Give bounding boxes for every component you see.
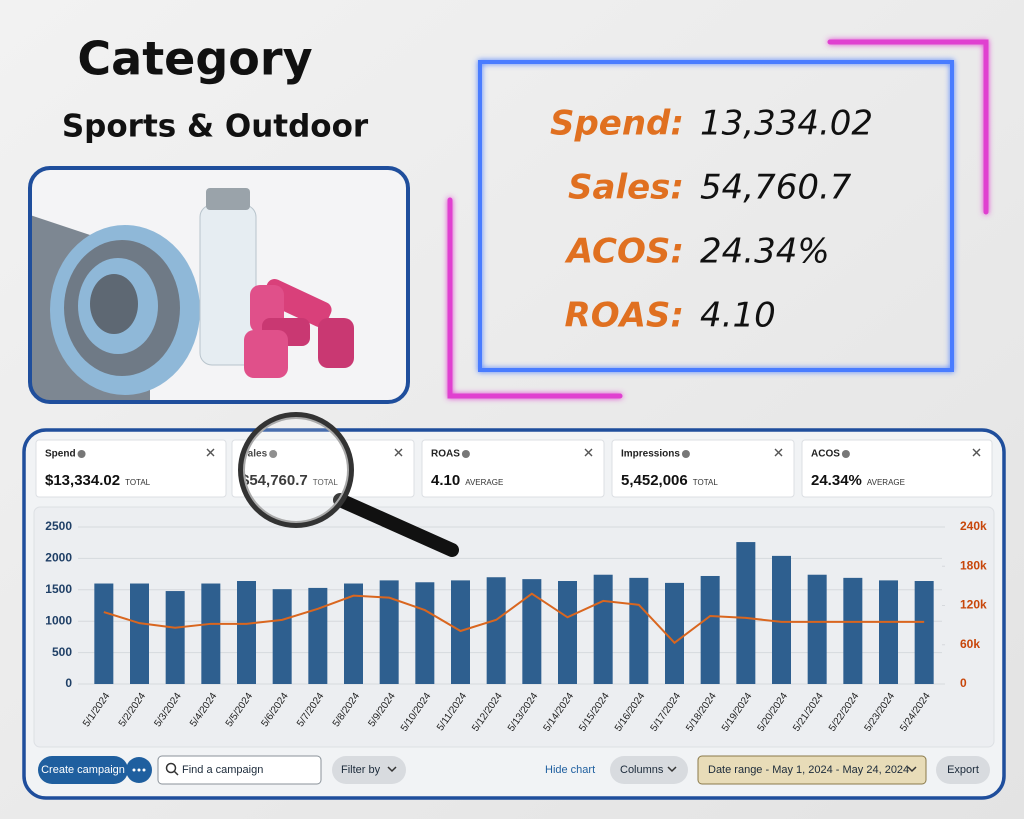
metric-value: 24.34% [700, 232, 830, 272]
y-tick-label: 500 [52, 645, 72, 659]
metric-card [611, 439, 795, 498]
subtitle: Sports & Outdoor [62, 109, 369, 145]
toolbar: Create campaign Find a campaign Filter b… [38, 755, 990, 785]
metrics: Spend: 13,334.02 Sales: 54,760.7 ACOS: 24.34%… [550, 104, 873, 336]
bar [736, 542, 756, 684]
date-range-label: Date range - May 1, 2024 - May 24, 2024 [708, 764, 909, 776]
bar [486, 577, 506, 684]
bar [629, 577, 649, 684]
metric-label: ROAS: [565, 296, 684, 336]
export-label: Export [947, 764, 979, 776]
create-campaign-button[interactable] [38, 756, 128, 784]
close-icon [774, 448, 783, 457]
card-value: 24.34% [811, 472, 862, 489]
hide-chart-link[interactable]: Hide chart [545, 764, 595, 776]
info-icon [681, 450, 690, 458]
bar [130, 583, 149, 684]
y-tick-label: 1000 [45, 613, 72, 627]
bar [94, 583, 114, 684]
card-value: $54,760.7 [241, 472, 308, 489]
bar [451, 580, 470, 684]
y2-tick-label: 120k [960, 598, 987, 612]
y-tick-label: 2000 [45, 551, 72, 565]
bar [237, 581, 256, 684]
bar [879, 580, 898, 684]
card-name: Impressions [621, 449, 680, 460]
magnifier-rim [243, 417, 349, 523]
info-icon [841, 450, 850, 458]
y2-tick-label: 0 [960, 676, 967, 690]
y-tick-label: 1500 [45, 582, 72, 596]
y2-tick-label: 240k [960, 519, 987, 533]
title: Category [77, 32, 312, 86]
card-note: TOTAL [313, 478, 339, 487]
search-placeholder: Find a campaign [182, 764, 263, 776]
y2-tick-label: 180k [960, 558, 987, 572]
y2-tick-label: 60k [960, 637, 980, 651]
bar [344, 583, 363, 684]
card-value: 5,452,006 [621, 472, 688, 489]
card-value: $13,334.02 [45, 472, 120, 489]
magnifier-lens [238, 412, 354, 528]
card-name: ACOS [811, 449, 840, 460]
bar [379, 580, 399, 684]
product-photo [28, 166, 410, 404]
close-icon [972, 448, 981, 457]
bar [415, 582, 435, 684]
search-input[interactable] [157, 755, 322, 785]
y-tick-label: 0 [65, 676, 72, 690]
filter-button[interactable] [332, 756, 406, 784]
metric-value: 4.10 [700, 296, 776, 336]
card-name: Spend [45, 449, 76, 460]
y-tick-label: 2500 [45, 519, 72, 533]
create-campaign-label: Create campaign [41, 764, 125, 776]
card-name: Sales [241, 449, 268, 460]
neon-frame [447, 39, 989, 399]
bar [665, 582, 684, 684]
metric-label: Sales: [568, 168, 684, 208]
magnifier-handle [333, 493, 459, 557]
magnifier-decoration [238, 412, 459, 557]
columns-label: Columns [620, 764, 664, 776]
bar [807, 574, 827, 684]
bar [700, 575, 720, 684]
card-note: TOTAL [693, 478, 719, 487]
card-note: AVERAGE [465, 478, 503, 487]
card-note: AVERAGE [867, 478, 905, 487]
bar [772, 555, 791, 684]
close-icon [394, 448, 403, 457]
close-icon [584, 448, 593, 457]
bar [308, 587, 328, 684]
metric-value: 54,760.7 [700, 168, 852, 208]
close-icon [206, 448, 215, 457]
bar [558, 581, 577, 684]
date-range-button[interactable] [697, 755, 927, 785]
bar [201, 583, 221, 684]
info-icon [461, 450, 470, 458]
metric-label: Spend: [550, 104, 684, 144]
bar [272, 589, 292, 684]
bar [522, 579, 542, 684]
card-value: 4.10 [431, 472, 460, 489]
info-icon [269, 450, 278, 458]
line-series [103, 592, 925, 645]
bar [914, 581, 934, 684]
info-icon [77, 450, 86, 458]
metric-cards: Spend $13,334.02 TOTAL Sales $54,760.7 TOTAL R… [35, 439, 993, 498]
card-name: ROAS [431, 449, 460, 460]
export-button[interactable] [936, 756, 990, 784]
metric-label: ACOS: [564, 232, 684, 272]
columns-button[interactable] [610, 756, 688, 784]
bar [593, 574, 613, 684]
metric-value: 13,334.02 [700, 104, 873, 144]
metric-card [231, 439, 415, 498]
filter-label: Filter by [341, 764, 381, 776]
bar [165, 591, 185, 684]
bar [843, 577, 863, 684]
card-note: TOTAL [125, 478, 151, 487]
